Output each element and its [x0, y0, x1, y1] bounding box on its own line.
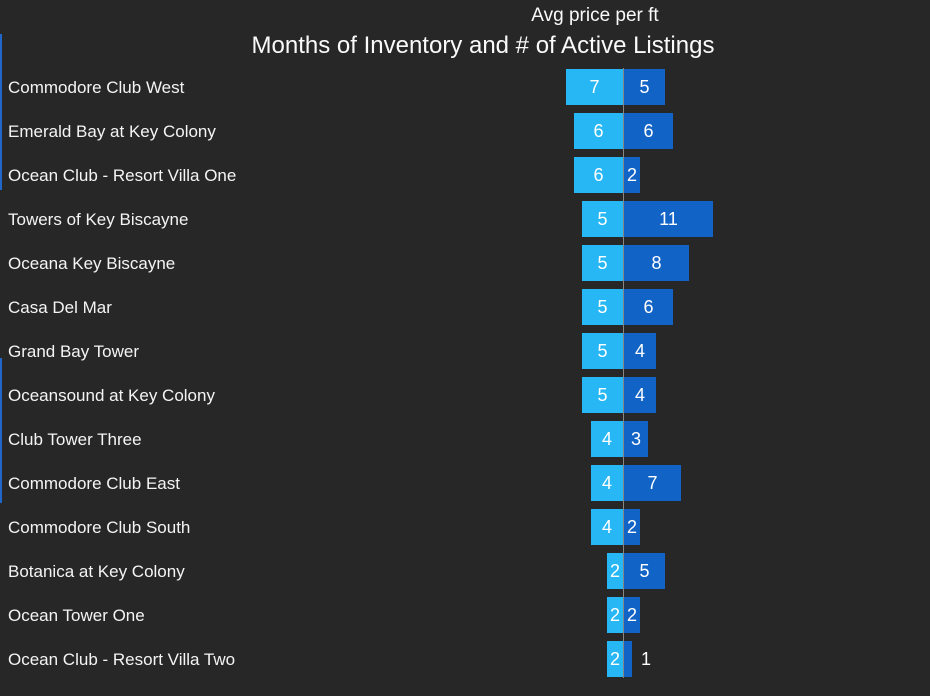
listings-bar[interactable]: 3 [624, 421, 648, 457]
chart-subtitle-avg-price: Avg price per ft [531, 5, 659, 26]
inventory-bar[interactable]: 5 [582, 245, 623, 281]
category-label: Commodore Club South [8, 518, 191, 537]
category-label: Oceansound at Key Colony [8, 386, 215, 405]
listings-value-label: 11 [659, 209, 678, 229]
listings-value-label: 7 [647, 473, 658, 493]
listings-value-label: 5 [639, 77, 650, 97]
listings-bar[interactable]: 2 [624, 157, 640, 193]
inventory-bar[interactable]: 2 [607, 641, 623, 677]
chart-row: Club Tower Three 4 3 [0, 421, 930, 457]
category-label: Ocean Club - Resort Villa Two [8, 650, 236, 669]
left-accent-strip [0, 34, 2, 190]
inventory-bar[interactable]: 5 [582, 289, 623, 325]
listings-bar[interactable]: 1 [624, 641, 651, 677]
inventory-value-label: 7 [589, 77, 600, 97]
category-label: Club Tower Three [8, 430, 142, 449]
category-label: Oceana Key Biscayne [8, 254, 176, 273]
inventory-bar[interactable]: 2 [607, 553, 623, 589]
listings-bar[interactable]: 2 [624, 509, 640, 545]
category-label: Ocean Club - Resort Villa One [8, 166, 237, 185]
inventory-bar[interactable]: 7 [566, 69, 623, 105]
inventory-value-label: 2 [609, 605, 620, 625]
inventory-value-label: 6 [593, 165, 604, 185]
listings-bar[interactable]: 2 [624, 597, 640, 633]
chart-row: Grand Bay Tower 5 4 [0, 333, 930, 369]
inventory-value-label: 2 [609, 649, 620, 669]
listings-bar[interactable]: 11 [624, 201, 713, 237]
category-label: Grand Bay Tower [8, 342, 140, 361]
chart-row: Towers of Key Biscayne 5 11 [0, 201, 930, 237]
inventory-bar[interactable]: 5 [582, 333, 623, 369]
chart-row: Ocean Club - Resort Villa Two 2 1 [0, 641, 930, 677]
listings-value-label: 6 [643, 297, 654, 317]
inventory-value-label: 2 [609, 561, 620, 581]
chart-title: Months of Inventory and # of Active List… [251, 32, 715, 59]
category-label: Casa Del Mar [8, 298, 112, 317]
inventory-value-label: 5 [597, 209, 608, 229]
listings-value-label: 8 [651, 253, 662, 273]
chart-row: Commodore Club South 4 2 [0, 509, 930, 545]
listings-bar[interactable]: 5 [624, 69, 665, 105]
inventory-value-label: 4 [601, 429, 612, 449]
category-label: Botanica at Key Colony [8, 562, 185, 581]
listings-bar[interactable]: 7 [624, 465, 681, 501]
listings-bar[interactable]: 5 [624, 553, 665, 589]
inventory-bar[interactable]: 2 [607, 597, 623, 633]
listings-bar[interactable]: 6 [624, 289, 673, 325]
inventory-value-label: 5 [597, 253, 608, 273]
chart-row: Oceansound at Key Colony 5 4 [0, 377, 930, 413]
chart-row: Ocean Tower One 2 2 [0, 597, 930, 633]
chart-row: Ocean Club - Resort Villa One 6 2 [0, 157, 930, 193]
category-label: Towers of Key Biscayne [8, 210, 189, 229]
listings-value-label: 5 [639, 561, 650, 581]
chart-row: Emerald Bay at Key Colony 6 6 [0, 113, 930, 149]
inventory-value-label: 6 [593, 121, 604, 141]
inventory-value-label: 5 [597, 341, 608, 361]
chart-row: Commodore Club East 4 7 [0, 465, 930, 501]
category-label: Commodore Club West [8, 78, 185, 97]
chart-row: Casa Del Mar 5 6 [0, 289, 930, 325]
left-accent-strip [0, 358, 2, 503]
listings-value-label: 2 [626, 165, 637, 185]
inventory-bar[interactable]: 5 [582, 377, 623, 413]
chart-row: Commodore Club West 7 5 [0, 69, 930, 105]
inventory-bar[interactable]: 5 [582, 201, 623, 237]
listings-value-label: 4 [634, 341, 645, 361]
inventory-bar[interactable]: 6 [574, 113, 623, 149]
inventory-bar[interactable]: 6 [574, 157, 623, 193]
inventory-bar[interactable]: 4 [591, 421, 623, 457]
listings-value-label: 2 [626, 605, 637, 625]
category-label: Emerald Bay at Key Colony [8, 122, 216, 141]
listings-value-label: 1 [641, 649, 652, 669]
listings-value-label: 3 [630, 429, 641, 449]
chart-row: Botanica at Key Colony 2 5 [0, 553, 930, 589]
listings-value-label: 6 [643, 121, 654, 141]
inventory-value-label: 5 [597, 385, 608, 405]
category-label: Commodore Club East [8, 474, 180, 493]
listings-value-label: 4 [634, 385, 645, 405]
chart-row: Oceana Key Biscayne 5 8 [0, 245, 930, 281]
listings-bar[interactable]: 4 [624, 333, 656, 369]
axis-baseline [623, 68, 624, 678]
listings-bar[interactable]: 8 [624, 245, 689, 281]
inventory-value-label: 4 [601, 473, 612, 493]
inventory-bar[interactable]: 4 [591, 465, 623, 501]
listings-bar[interactable]: 4 [624, 377, 656, 413]
listings-bar[interactable]: 6 [624, 113, 673, 149]
listings-value-label: 2 [626, 517, 637, 537]
inventory-bar[interactable]: 4 [591, 509, 623, 545]
category-label: Ocean Tower One [8, 606, 145, 625]
inventory-value-label: 5 [597, 297, 608, 317]
inventory-value-label: 4 [601, 517, 612, 537]
